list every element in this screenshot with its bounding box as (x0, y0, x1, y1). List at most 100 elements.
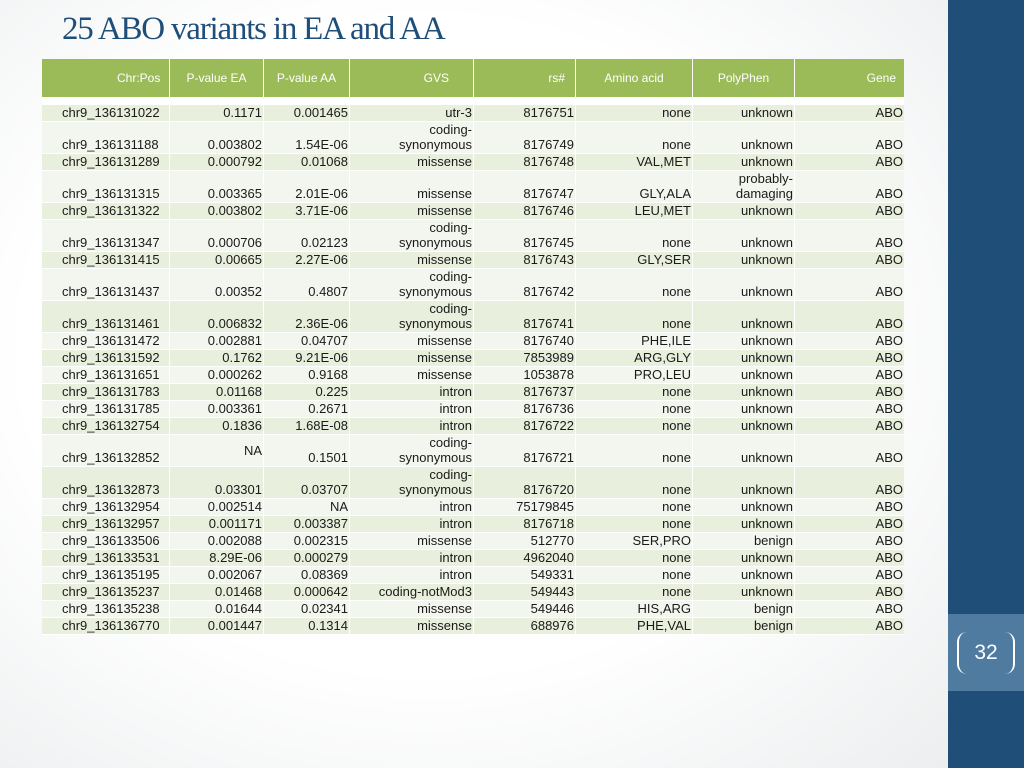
cell-p-value-aa: 0.1314 (264, 618, 350, 635)
page-number-box: 32 (948, 614, 1024, 691)
cell-polyphen: unknown (693, 435, 795, 467)
cell-gene: ABO (795, 367, 904, 384)
cell-amino-acid: none (576, 384, 693, 401)
cell-gvs: missense (350, 601, 474, 618)
cell-p-value-ea: 0.002514 (170, 499, 264, 516)
table-row: chr9_136133531 8.29E-06 0.000279 intron 4962… (42, 550, 904, 567)
cell-gene: ABO (795, 384, 904, 401)
table-row: chr9_136133506 0.002088 0.002315 missense 51… (42, 533, 904, 550)
cell-gene: ABO (795, 350, 904, 367)
cell-gene: ABO (795, 171, 904, 203)
cell-rs-number: 8176742 (474, 269, 576, 301)
cell-rs-number: 549331 (474, 567, 576, 584)
cell-polyphen: unknown (693, 154, 795, 171)
cell-p-value-aa: 0.001465 (264, 105, 350, 122)
cell-p-value-ea: 0.001171 (170, 516, 264, 533)
cell-rs-number: 8176743 (474, 252, 576, 269)
cell-polyphen: benign (693, 618, 795, 635)
cell-chr-pos: chr9_136132754 (42, 418, 170, 435)
cell-gvs: missense (350, 154, 474, 171)
cell-gvs: intron (350, 550, 474, 567)
cell-rs-number: 8176737 (474, 384, 576, 401)
cell-chr-pos: chr9_136135195 (42, 567, 170, 584)
cell-p-value-aa: 0.000642 (264, 584, 350, 601)
cell-amino-acid: none (576, 435, 693, 467)
cell-chr-pos: chr9_136131785 (42, 401, 170, 418)
cell-gene: ABO (795, 105, 904, 122)
cell-gvs: intron (350, 418, 474, 435)
cell-rs-number: 549446 (474, 601, 576, 618)
cell-gene: ABO (795, 220, 904, 252)
cell-amino-acid: none (576, 584, 693, 601)
cell-p-value-aa: 0.02123 (264, 220, 350, 252)
cell-amino-acid: none (576, 401, 693, 418)
cell-p-value-aa: 0.1501 (264, 435, 350, 467)
cell-polyphen: unknown (693, 367, 795, 384)
cell-chr-pos: chr9_136131315 (42, 171, 170, 203)
cell-rs-number: 8176722 (474, 418, 576, 435)
cell-amino-acid: PRO,LEU (576, 367, 693, 384)
cell-polyphen: benign (693, 533, 795, 550)
cell-p-value-ea: 0.1171 (170, 105, 264, 122)
header-rs-number: rs# (474, 59, 576, 99)
cell-gvs: coding-synonymous (350, 122, 474, 154)
table-row: chr9_136131315 0.003365 2.01E-06 missense 81… (42, 171, 904, 203)
cell-chr-pos: chr9_136131322 (42, 203, 170, 220)
table-row: chr9_136132957 0.001171 0.003387 intron 8176… (42, 516, 904, 533)
cell-rs-number: 1053878 (474, 367, 576, 384)
cell-gene: ABO (795, 122, 904, 154)
cell-gene: ABO (795, 435, 904, 467)
table-row: chr9_136135238 0.01644 0.02341 missense 5494… (42, 601, 904, 618)
cell-p-value-ea: 0.000706 (170, 220, 264, 252)
table-row: chr9_136131783 0.01168 0.225 intron 8176737 n… (42, 384, 904, 401)
header-p-value-aa: P-value AA (264, 59, 350, 99)
cell-p-value-ea: 0.03301 (170, 467, 264, 499)
cell-chr-pos: chr9_136131415 (42, 252, 170, 269)
cell-p-value-aa: 2.27E-06 (264, 252, 350, 269)
cell-p-value-aa: 0.01068 (264, 154, 350, 171)
cell-polyphen: benign (693, 601, 795, 618)
cell-chr-pos: chr9_136131289 (42, 154, 170, 171)
table-row: chr9_136131022 0.1171 0.001465 utr-3 8176751… (42, 105, 904, 122)
cell-gvs: intron (350, 499, 474, 516)
cell-p-value-ea: 0.003802 (170, 122, 264, 154)
table-gap-row (42, 99, 904, 105)
cell-polyphen: unknown (693, 467, 795, 499)
cell-gene: ABO (795, 550, 904, 567)
cell-amino-acid: VAL,MET (576, 154, 693, 171)
cell-amino-acid: none (576, 467, 693, 499)
cell-p-value-ea: 0.002067 (170, 567, 264, 584)
cell-p-value-ea: 0.01644 (170, 601, 264, 618)
cell-rs-number: 8176736 (474, 401, 576, 418)
cell-polyphen: unknown (693, 384, 795, 401)
cell-polyphen: unknown (693, 252, 795, 269)
cell-polyphen: unknown (693, 516, 795, 533)
cell-p-value-ea: 0.000792 (170, 154, 264, 171)
cell-chr-pos: chr9_136132873 (42, 467, 170, 499)
page-number: 32 (974, 641, 998, 664)
cell-rs-number: 688976 (474, 618, 576, 635)
table-row: chr9_136131188 0.003802 1.54E-06 coding-syn… (42, 122, 904, 154)
cell-gene: ABO (795, 203, 904, 220)
cell-rs-number: 8176747 (474, 171, 576, 203)
cell-amino-acid: none (576, 269, 693, 301)
cell-gvs: utr-3 (350, 105, 474, 122)
cell-chr-pos: chr9_136131188 (42, 122, 170, 154)
cell-chr-pos: chr9_136133506 (42, 533, 170, 550)
cell-p-value-aa: 1.68E-08 (264, 418, 350, 435)
header-chr-pos: Chr:Pos (42, 59, 170, 99)
cell-polyphen: unknown (693, 220, 795, 252)
cell-gene: ABO (795, 567, 904, 584)
cell-p-value-ea: 0.00665 (170, 252, 264, 269)
cell-chr-pos: chr9_136131472 (42, 333, 170, 350)
cell-rs-number: 8176718 (474, 516, 576, 533)
cell-chr-pos: chr9_136131022 (42, 105, 170, 122)
cell-polyphen: unknown (693, 418, 795, 435)
variants-table: Chr:Pos P-value EA P-value AA GVS rs# Am… (42, 59, 904, 635)
cell-chr-pos: chr9_136131347 (42, 220, 170, 252)
header-amino-acid: Amino acid (576, 59, 693, 99)
cell-gvs: missense (350, 171, 474, 203)
cell-p-value-aa: 0.000279 (264, 550, 350, 567)
cell-chr-pos: chr9_136132957 (42, 516, 170, 533)
cell-gene: ABO (795, 418, 904, 435)
